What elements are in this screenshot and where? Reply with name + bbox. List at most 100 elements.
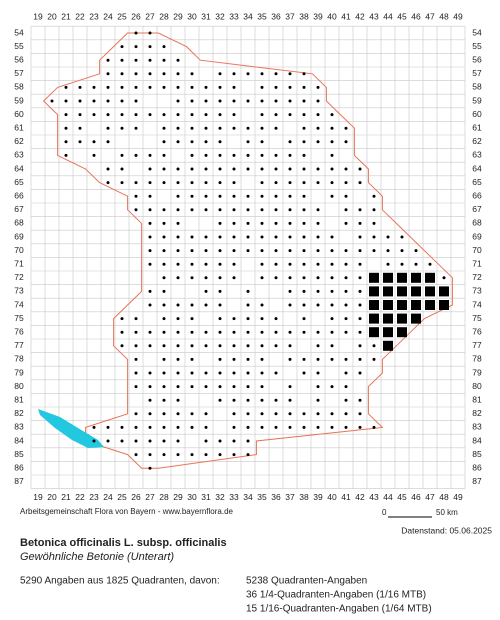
occurrence-dot xyxy=(330,317,334,321)
row-label: 68 xyxy=(14,218,24,228)
column-label: 43 xyxy=(369,492,379,502)
occurrence-dot xyxy=(246,153,250,157)
occurrence-dot xyxy=(148,58,152,62)
row-label: 87 xyxy=(14,476,24,486)
occurrence-dot xyxy=(330,113,334,117)
occurrence-dot xyxy=(162,181,166,185)
occurrence-dot xyxy=(176,72,180,76)
occurrence-dot xyxy=(162,140,166,144)
occurrence-dot xyxy=(302,317,306,321)
occurrence-dot xyxy=(246,425,250,429)
occurrence-dot xyxy=(260,412,264,416)
column-label: 29 xyxy=(173,11,183,21)
occurrence-dot xyxy=(218,153,222,157)
occurrence-dot xyxy=(64,85,68,89)
occurrence-dot xyxy=(162,303,166,307)
occurrence-dot xyxy=(218,181,222,185)
occurrence-dot xyxy=(148,153,152,157)
occurrence-dot xyxy=(162,235,166,239)
occurrence-dot xyxy=(218,167,222,171)
occurrence-dot xyxy=(190,330,194,334)
occurrence-dot xyxy=(330,276,334,280)
occurrence-dot xyxy=(316,412,320,416)
occurrence-dot xyxy=(344,126,348,130)
row-label: 61 xyxy=(14,122,24,132)
occurrence-dot xyxy=(246,289,250,293)
occurrence-dot xyxy=(106,85,110,89)
occurrence-dot xyxy=(190,357,194,361)
occurrence-dot xyxy=(106,113,110,117)
row-label: 57 xyxy=(472,68,482,78)
row-label: 75 xyxy=(472,313,482,323)
occurrence-dot xyxy=(218,289,222,293)
row-label: 77 xyxy=(472,340,482,350)
occurrence-dot xyxy=(64,153,68,157)
occurrence-dot xyxy=(372,425,376,429)
column-label: 22 xyxy=(75,11,85,21)
occurrence-dot xyxy=(260,167,264,171)
occurrence-dot xyxy=(176,208,180,212)
column-label: 33 xyxy=(229,11,239,21)
date: Datenstand: 05.06.2025 xyxy=(401,525,492,535)
column-label: 49 xyxy=(453,492,463,502)
occurrence-dot xyxy=(190,425,194,429)
row-label: 82 xyxy=(14,408,24,418)
row-label: 64 xyxy=(14,163,24,173)
occurrence-dot xyxy=(246,167,250,171)
occurrence-dot xyxy=(274,99,278,103)
occurrence-dot xyxy=(316,126,320,130)
row-label: 70 xyxy=(472,245,482,255)
occurrence-dot xyxy=(134,85,138,89)
occurrence-dot xyxy=(218,303,222,307)
occurrence-dot xyxy=(344,181,348,185)
occurrence-block xyxy=(383,300,393,310)
occurrence-dot xyxy=(372,357,376,361)
occurrence-dot xyxy=(246,303,250,307)
occurrence-dot xyxy=(246,140,250,144)
occurrence-dot xyxy=(204,208,208,212)
occurrence-dot xyxy=(92,425,96,429)
occurrence-dot xyxy=(120,317,124,321)
occurrence-dot xyxy=(134,99,138,103)
occurrence-dot xyxy=(386,249,390,253)
occurrence-dot xyxy=(162,371,166,375)
occurrence-dot xyxy=(232,344,236,348)
occurrence-dot xyxy=(344,289,348,293)
occurrence-dot xyxy=(344,317,348,321)
row-label: 66 xyxy=(14,190,24,200)
occurrence-dot xyxy=(176,412,180,416)
occurrence-dot xyxy=(204,85,208,89)
occurrence-block xyxy=(383,327,393,338)
row-label: 71 xyxy=(14,258,24,268)
occurrence-dot xyxy=(120,85,124,89)
occurrence-dot xyxy=(120,58,124,62)
occurrence-dot xyxy=(106,425,110,429)
occurrence-dot xyxy=(162,344,166,348)
occurrence-dot xyxy=(274,249,278,253)
occurrence-dot xyxy=(358,371,362,375)
occurrence-dot xyxy=(232,439,236,443)
row-label: 74 xyxy=(14,299,24,309)
occurrence-dot xyxy=(274,412,278,416)
occurrence-dot xyxy=(232,412,236,416)
occurrence-dot xyxy=(274,194,278,198)
occurrence-dot xyxy=(316,85,320,89)
occurrence-dot xyxy=(260,99,264,103)
occurrence-dot xyxy=(344,425,348,429)
occurrence-dot xyxy=(218,276,222,280)
column-label: 23 xyxy=(89,11,99,21)
occurrence-dot xyxy=(92,85,96,89)
occurrence-dot xyxy=(288,72,292,76)
column-label: 41 xyxy=(341,492,351,502)
occurrence-dot xyxy=(246,398,250,402)
column-label: 48 xyxy=(439,11,449,21)
axis-labels: 19 19 20 20 21 21 22 22 23 23 24 24 25 25 26 26 27 27 28 28… xyxy=(14,11,482,501)
occurrence-dot xyxy=(260,235,264,239)
occurrence-dot xyxy=(260,425,264,429)
title: Betonica officinalis L. subsp. officinal… xyxy=(20,537,227,549)
occurrence-dot xyxy=(218,398,222,402)
occurrence-dot xyxy=(372,235,376,239)
column-label: 35 xyxy=(257,11,267,21)
column-label: 45 xyxy=(397,492,407,502)
row-label: 65 xyxy=(472,177,482,187)
